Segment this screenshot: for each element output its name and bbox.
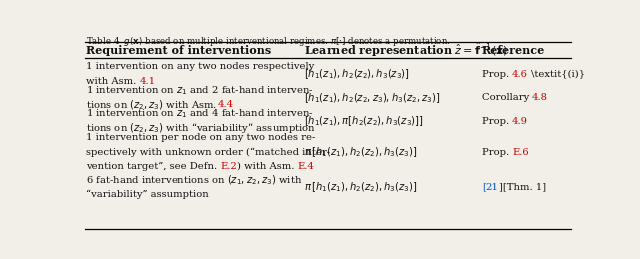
Text: $[h_1(z_1), h_2(z_2), h_3(z_3)]$: $[h_1(z_1), h_2(z_2), h_3(z_3)]$ xyxy=(304,67,410,81)
Text: Reference: Reference xyxy=(482,45,545,55)
Text: 4.9: 4.9 xyxy=(512,117,528,126)
Text: E.4: E.4 xyxy=(298,162,314,171)
Text: tions on $(z_2, z_3)$ with “variability” assumption: tions on $(z_2, z_3)$ with “variability”… xyxy=(86,121,316,135)
Text: E.6: E.6 xyxy=(512,148,529,157)
Text: Corollary: Corollary xyxy=(482,93,532,102)
Text: $\pi\,[h_1(z_1), h_2(z_2), h_3(z_3)]$: $\pi\,[h_1(z_1), h_2(z_2), h_3(z_3)]$ xyxy=(304,145,418,159)
Text: Prop.: Prop. xyxy=(482,70,512,79)
Text: 1 intervention on $z_1$ and 4 fat-hand interven-: 1 intervention on $z_1$ and 4 fat-hand i… xyxy=(86,107,314,120)
Text: “variability” assumption: “variability” assumption xyxy=(86,190,209,199)
Text: tions on $(z_2, z_3)$ with Asm.: tions on $(z_2, z_3)$ with Asm. xyxy=(86,98,218,112)
Text: $\pi\,[h_1(z_1), h_2(z_2), h_3(z_3)]$: $\pi\,[h_1(z_1), h_2(z_2), h_3(z_3)]$ xyxy=(304,180,418,194)
Text: Requirement of interventions: Requirement of interventions xyxy=(86,45,271,55)
Text: $\left[h_1(z_1), \pi[h_2(z_2), h_3(z_3)]\right]$: $\left[h_1(z_1), \pi[h_2(z_2), h_3(z_3)]… xyxy=(304,114,424,128)
Text: $[h_1(z_1), h_2(z_2, z_3), h_3(z_2, z_3)]$: $[h_1(z_1), h_2(z_2, z_3), h_3(z_2, z_3)… xyxy=(304,91,440,105)
Text: 6 fat-hand interventions on $(z_1, z_2, z_3)$ with: 6 fat-hand interventions on $(z_1, z_2, … xyxy=(86,173,302,187)
Text: spectively with unknown order (“matched inter-: spectively with unknown order (“matched … xyxy=(86,147,330,157)
Text: \textit{(i)}: \textit{(i)} xyxy=(531,70,585,79)
Text: 21: 21 xyxy=(486,183,499,192)
Text: 4.1: 4.1 xyxy=(140,77,156,86)
Text: [: [ xyxy=(482,183,486,192)
Text: Learned representation $\hat{z} = \hat{\mathbf{f}}^{-1}(\mathbf{x})$: Learned representation $\hat{z} = \hat{\… xyxy=(304,41,508,59)
Text: 4.8: 4.8 xyxy=(532,93,548,102)
Text: 1 intervention per node on any two nodes re-: 1 intervention per node on any two nodes… xyxy=(86,133,316,142)
Text: Table 4  $g(\mathbf{x})$ based on multiple interventional regimes. $\pi[\cdot]$ : Table 4 $g(\mathbf{x})$ based on multipl… xyxy=(86,35,451,48)
Text: ) with Asm.: ) with Asm. xyxy=(237,162,298,171)
Text: vention target”, see Defn.: vention target”, see Defn. xyxy=(86,162,220,171)
Text: E.2: E.2 xyxy=(220,162,237,171)
Text: 1 intervention on $z_1$ and 2 fat-hand interven-: 1 intervention on $z_1$ and 2 fat-hand i… xyxy=(86,84,314,97)
Text: with Asm.: with Asm. xyxy=(86,77,140,86)
Text: 1 intervention on any two nodes respectively: 1 intervention on any two nodes respecti… xyxy=(86,62,314,71)
Text: Prop.: Prop. xyxy=(482,117,512,126)
Text: ][Thm. 1]: ][Thm. 1] xyxy=(499,183,546,192)
Text: 4.6: 4.6 xyxy=(512,70,528,79)
Text: Prop.: Prop. xyxy=(482,148,512,157)
Text: 4.4: 4.4 xyxy=(218,100,234,109)
